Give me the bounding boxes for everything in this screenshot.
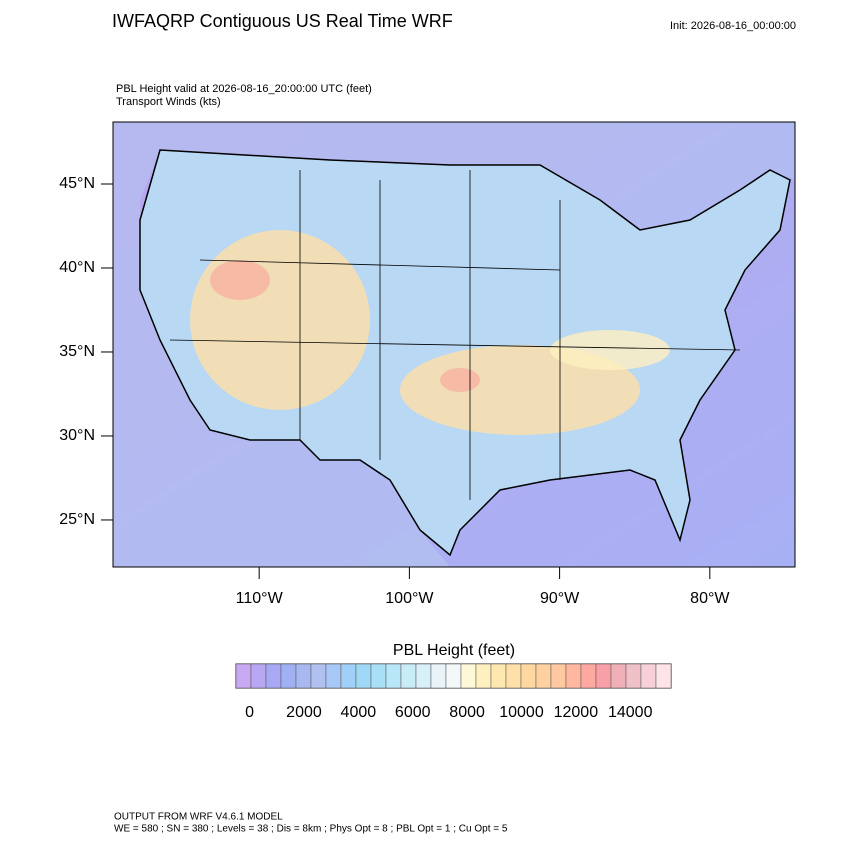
colorbar-box [355, 663, 372, 689]
colorbar-box [265, 663, 282, 689]
pbl-region [550, 330, 670, 370]
colorbar-box [520, 663, 537, 689]
lat-tick-label: 40°N [59, 259, 95, 276]
colorbar-box [310, 663, 327, 689]
colorbar-box [625, 663, 642, 689]
state-borders [169, 170, 741, 500]
colorbar-tick-label: 6000 [395, 704, 431, 721]
colorbar-box [430, 663, 447, 689]
colorbar-box [640, 663, 657, 689]
colorbar-box [295, 663, 312, 689]
colorbar-box [370, 663, 387, 689]
colorbar-box [325, 663, 342, 689]
map-frame [112, 121, 796, 568]
colorbar-box [400, 663, 417, 689]
colorbar-box [445, 663, 462, 689]
colorbar-title: PBL Height (feet) [393, 642, 515, 659]
colorbar-box [385, 663, 402, 689]
lat-tick-label: 35°N [59, 343, 95, 360]
colorbar-box [460, 663, 477, 689]
colorbar-box [505, 663, 522, 689]
colorbar-box [565, 663, 582, 689]
colorbar-box [280, 663, 297, 689]
colorbar-box [610, 663, 627, 689]
pbl-region [210, 260, 270, 300]
colorbar-box [535, 663, 552, 689]
lon-tick-label: 110°W [236, 590, 284, 607]
neighbor-land [113, 122, 795, 567]
colorbar-box [340, 663, 357, 689]
subtitle: Transport Winds (kts) [116, 96, 221, 108]
colorbar-box [415, 663, 432, 689]
lon-tick-label: 90°W [540, 590, 580, 607]
colorbar-tick-label: 12000 [554, 704, 599, 721]
colorbar-tick-label: 0 [245, 704, 254, 721]
colorbar-box [580, 663, 597, 689]
lon-tick-label: 80°W [690, 590, 730, 607]
pbl-region [440, 368, 480, 392]
colorbar-box [655, 663, 672, 689]
footer: OUTPUT FROM WRF V4.6.1 MODEL [114, 812, 283, 823]
lon-tick-label: 100°W [385, 590, 434, 607]
subtitle: PBL Height valid at 2026-08-16_20:00:00 … [116, 83, 372, 95]
footer: WE = 580 ; SN = 380 ; Levels = 38 ; Dis … [114, 824, 508, 835]
pbl-region [190, 230, 370, 410]
lat-tick-label: 25°N [59, 511, 95, 528]
colorbar-box [595, 663, 612, 689]
colorbar-tick-label: 2000 [286, 704, 322, 721]
colorbar-box [490, 663, 507, 689]
map [113, 122, 795, 567]
colorbar-tick-label: 4000 [341, 704, 377, 721]
title: IWFAQRP Contiguous US Real Time WRF [112, 11, 453, 31]
colorbar-box [250, 663, 267, 689]
lat-tick-label: 30°N [59, 427, 95, 444]
colorbar-box [550, 663, 567, 689]
colorbar-box [235, 663, 252, 689]
colorbar-box [475, 663, 492, 689]
lat-tick-label: 45°N [59, 175, 95, 192]
colorbar-tick-label: 8000 [449, 704, 485, 721]
pbl-region [400, 345, 640, 435]
init-time: Init: 2026-08-16_00:00:00 [670, 20, 796, 32]
colorbar-tick-label: 10000 [499, 704, 544, 721]
colorbar-tick-label: 14000 [608, 704, 653, 721]
